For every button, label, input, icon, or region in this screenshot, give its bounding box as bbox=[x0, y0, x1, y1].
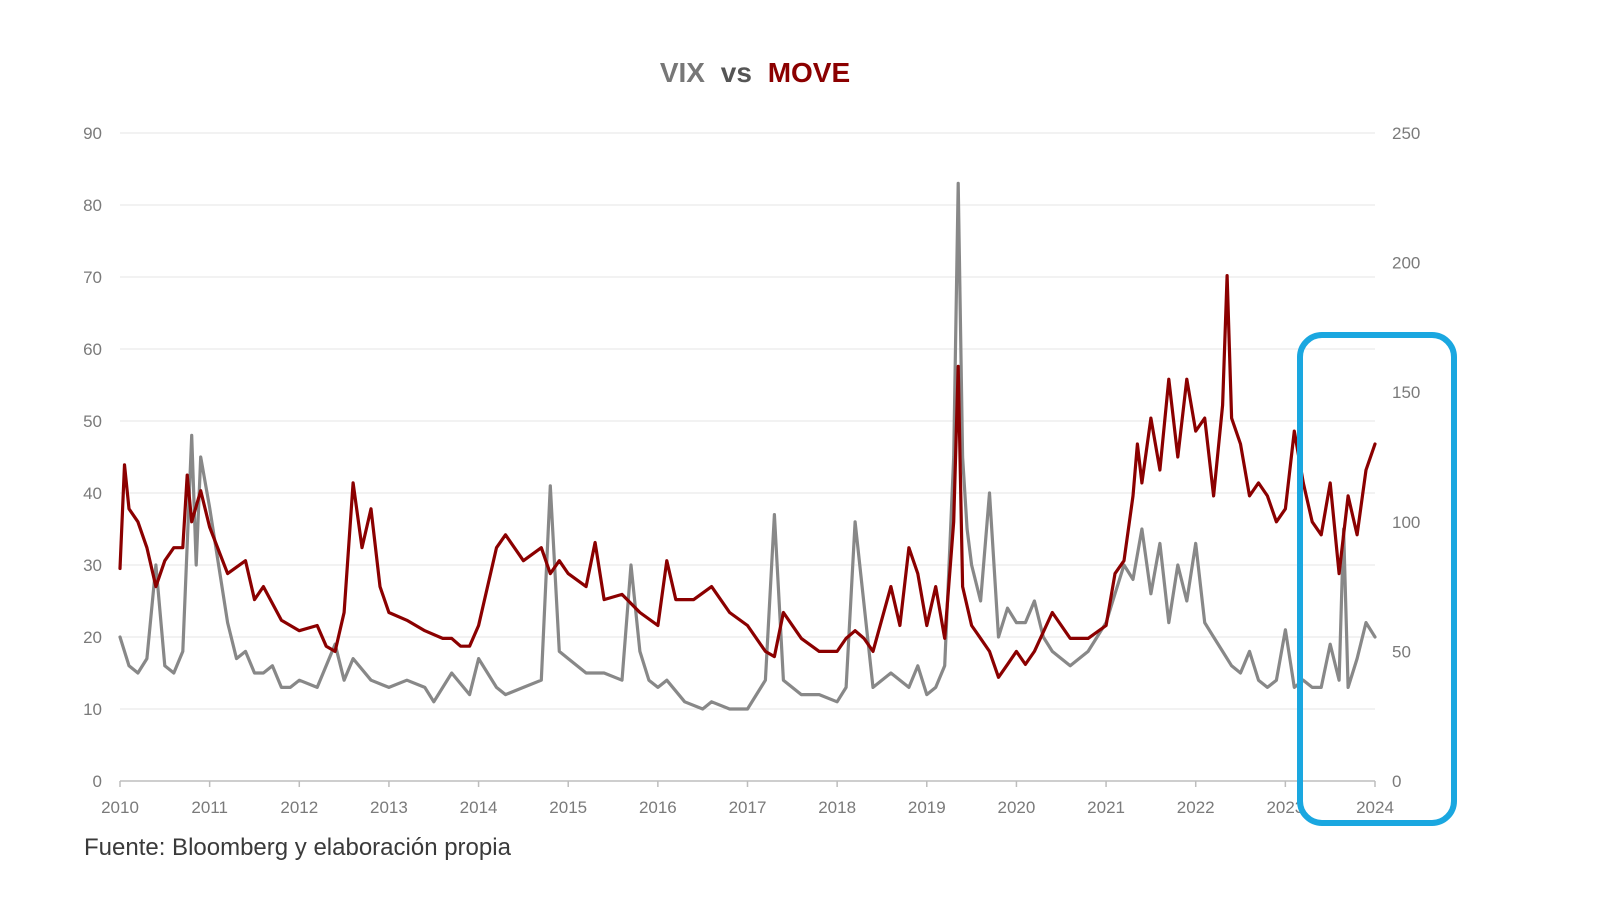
y-left-tick-label: 10 bbox=[83, 700, 102, 719]
y-left-tick-label: 20 bbox=[83, 628, 102, 647]
x-tick-label: 2015 bbox=[549, 798, 587, 817]
x-tick-label: 2022 bbox=[1177, 798, 1215, 817]
chart-title-vix: VIX bbox=[660, 57, 705, 88]
chart-title: VIX vs MOVE bbox=[660, 57, 850, 88]
chart-title-vs: vs bbox=[721, 57, 752, 88]
y-right-tick-label: 100 bbox=[1392, 513, 1420, 532]
x-tick-label: 2012 bbox=[280, 798, 318, 817]
y-left-tick-label: 30 bbox=[83, 556, 102, 575]
axes: 0 10 20 30 40 50 60 70 80 90 0 50 100 150 200 250 2010 20… bbox=[83, 124, 1420, 817]
grid-lines bbox=[120, 132, 1375, 782]
x-tick-label: 2016 bbox=[639, 798, 677, 817]
x-tick-label: 2014 bbox=[460, 798, 498, 817]
series-line-vix bbox=[118, 181, 1377, 711]
x-tick-label: 2024 bbox=[1356, 798, 1394, 817]
x-tick-label: 2018 bbox=[818, 798, 856, 817]
y-left-tick-label: 80 bbox=[83, 196, 102, 215]
y-left-tick-label: 40 bbox=[83, 484, 102, 503]
y-left-tick-label: 90 bbox=[83, 124, 102, 143]
y-left-tick-label: 0 bbox=[93, 772, 102, 791]
y-left-tick-label: 60 bbox=[83, 340, 102, 359]
x-tick-label: 2011 bbox=[191, 798, 228, 817]
series-line-move bbox=[118, 274, 1377, 679]
highlight-overlay bbox=[1297, 332, 1457, 826]
y-right-tick-label: 50 bbox=[1392, 642, 1411, 661]
y-right-tick-label: 200 bbox=[1392, 254, 1420, 273]
y-right-tick-label: 150 bbox=[1392, 383, 1420, 402]
x-tick-label: 2019 bbox=[908, 798, 946, 817]
y-left-tick-label: 70 bbox=[83, 268, 102, 287]
x-tick-label: 2020 bbox=[998, 798, 1036, 817]
y-right-tick-label: 0 bbox=[1392, 772, 1401, 791]
x-tick-label: 2023 bbox=[1266, 798, 1304, 817]
chart-title-move: MOVE bbox=[768, 57, 850, 88]
highlight-box bbox=[1297, 332, 1457, 826]
x-tick-label: 2010 bbox=[101, 798, 139, 817]
x-tick-label: 2021 bbox=[1087, 798, 1125, 817]
series-lines bbox=[118, 181, 1377, 711]
source-note: Fuente: Bloomberg y elaboración propia bbox=[84, 834, 511, 861]
x-tick-label: 2013 bbox=[370, 798, 408, 817]
y-left-tick-label: 50 bbox=[83, 412, 102, 431]
y-right-tick-label: 250 bbox=[1392, 124, 1420, 143]
x-tick-label: 2017 bbox=[729, 798, 767, 817]
